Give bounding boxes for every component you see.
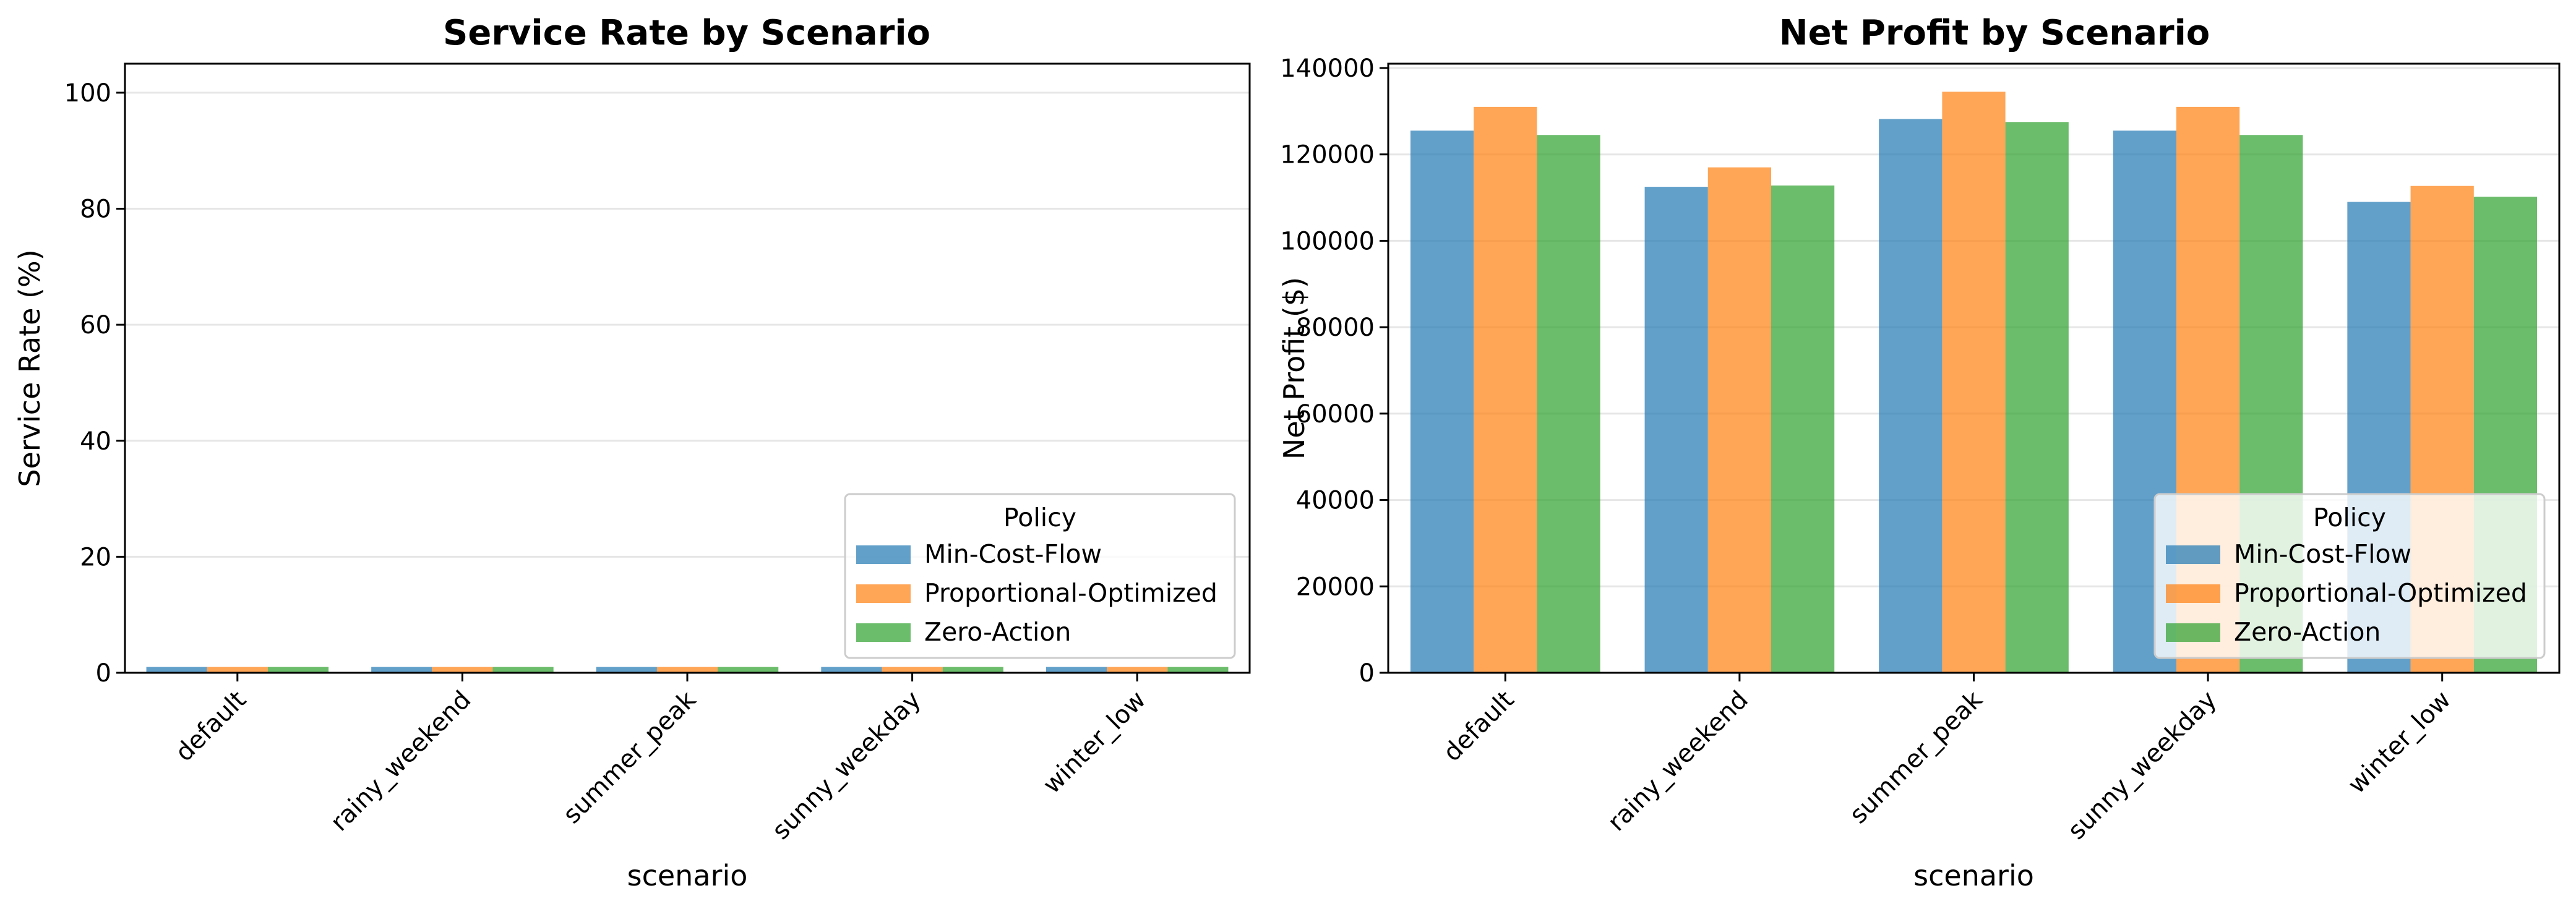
chart-title: Net Profit by Scenario (1779, 13, 2210, 53)
bar (1045, 667, 1107, 673)
x-tick-label: summer_peak (1844, 685, 1988, 829)
bar (1537, 135, 1600, 673)
legend-swatch (2166, 584, 2220, 603)
legend-label: Zero-Action (2234, 617, 2381, 647)
x-axis-label: scenario (627, 859, 748, 892)
bar (596, 667, 657, 673)
legend-swatch (2166, 545, 2220, 564)
bar (1942, 92, 2006, 673)
bar (821, 667, 882, 673)
legend-label: Min-Cost-Flow (924, 539, 1102, 569)
bar (146, 667, 207, 673)
bar (942, 667, 1003, 673)
x-tick-label: default (170, 686, 252, 767)
y-tick-label: 40 (80, 427, 111, 456)
bar (1707, 167, 1772, 673)
y-tick-label: 120000 (1280, 141, 1375, 169)
y-tick-label: 0 (1359, 659, 1375, 688)
legend-label: Proportional-Optimized (2234, 578, 2527, 608)
legend-title: Policy (2313, 503, 2386, 532)
chart-title: Service Rate by Scenario (443, 13, 930, 53)
y-tick-label: 80000 (1296, 314, 1375, 342)
bar (371, 667, 432, 673)
y-tick-label: 20000 (1296, 573, 1375, 601)
bar (267, 667, 329, 673)
x-tick-label: sunny_weekday (766, 686, 926, 845)
x-tick-label: winter_low (1037, 686, 1151, 800)
bar (656, 667, 718, 673)
legend-frame (2153, 493, 2546, 659)
bar (2005, 122, 2069, 673)
chart-panel-2: 0 20000 40000 60000 80000 100000 120000 140000 d… (1277, 13, 2561, 892)
legend-title: Policy (1003, 503, 1076, 532)
bar (1644, 187, 1708, 673)
legend-label: Zero-Action (924, 617, 1071, 647)
bar (882, 667, 943, 673)
y-tick-label: 60000 (1296, 400, 1375, 429)
bar (492, 667, 554, 673)
bar (432, 667, 493, 673)
y-tick-label: 20 (80, 543, 111, 571)
y-tick-label: 40000 (1296, 487, 1375, 515)
legend-swatch (856, 623, 911, 642)
bar (1474, 106, 1537, 673)
x-tick-label: rainy_weekend (1602, 686, 1754, 837)
y-tick-label: 100000 (1280, 227, 1375, 255)
bar (718, 667, 779, 673)
x-tick-label: rainy_weekend (325, 686, 477, 837)
y-axis-label: Service Rate (%) (13, 249, 46, 487)
y-tick-label: 100 (64, 79, 111, 108)
x-tick-label: default (1438, 686, 1519, 767)
bar (1410, 130, 1474, 673)
y-tick-label: 0 (96, 659, 111, 688)
x-tick-label: summer_peak (558, 685, 702, 829)
chart-panel-1: 0 20 40 60 80 100 default rainy_weekend summer_p… (13, 13, 1251, 892)
y-tick-label: 80 (80, 195, 111, 224)
legend-swatch (856, 584, 911, 603)
y-tick-label: 60 (80, 311, 111, 339)
legend: Policy Min-Cost-Flow Proportional-Optimize… (844, 493, 1236, 659)
legend-label: Proportional-Optimized (924, 578, 1217, 608)
x-tick-label: sunny_weekday (2063, 686, 2222, 845)
bar (1879, 119, 1943, 673)
bar (207, 667, 268, 673)
legend: Policy Min-Cost-Flow Proportional-Optimize… (2153, 493, 2546, 659)
x-tick-label: winter_low (2343, 686, 2457, 800)
legend-swatch (856, 545, 911, 564)
bar (1107, 667, 1168, 673)
bar (1771, 186, 1835, 673)
bar (1167, 667, 1229, 673)
x-axis-label: scenario (1913, 859, 2034, 892)
legend-frame (844, 493, 1236, 659)
y-tick-label: 140000 (1280, 54, 1375, 83)
legend-label: Min-Cost-Flow (2234, 539, 2411, 569)
legend-swatch (2166, 623, 2220, 642)
y-axis-label: Net Profit ($) (1277, 277, 1311, 459)
